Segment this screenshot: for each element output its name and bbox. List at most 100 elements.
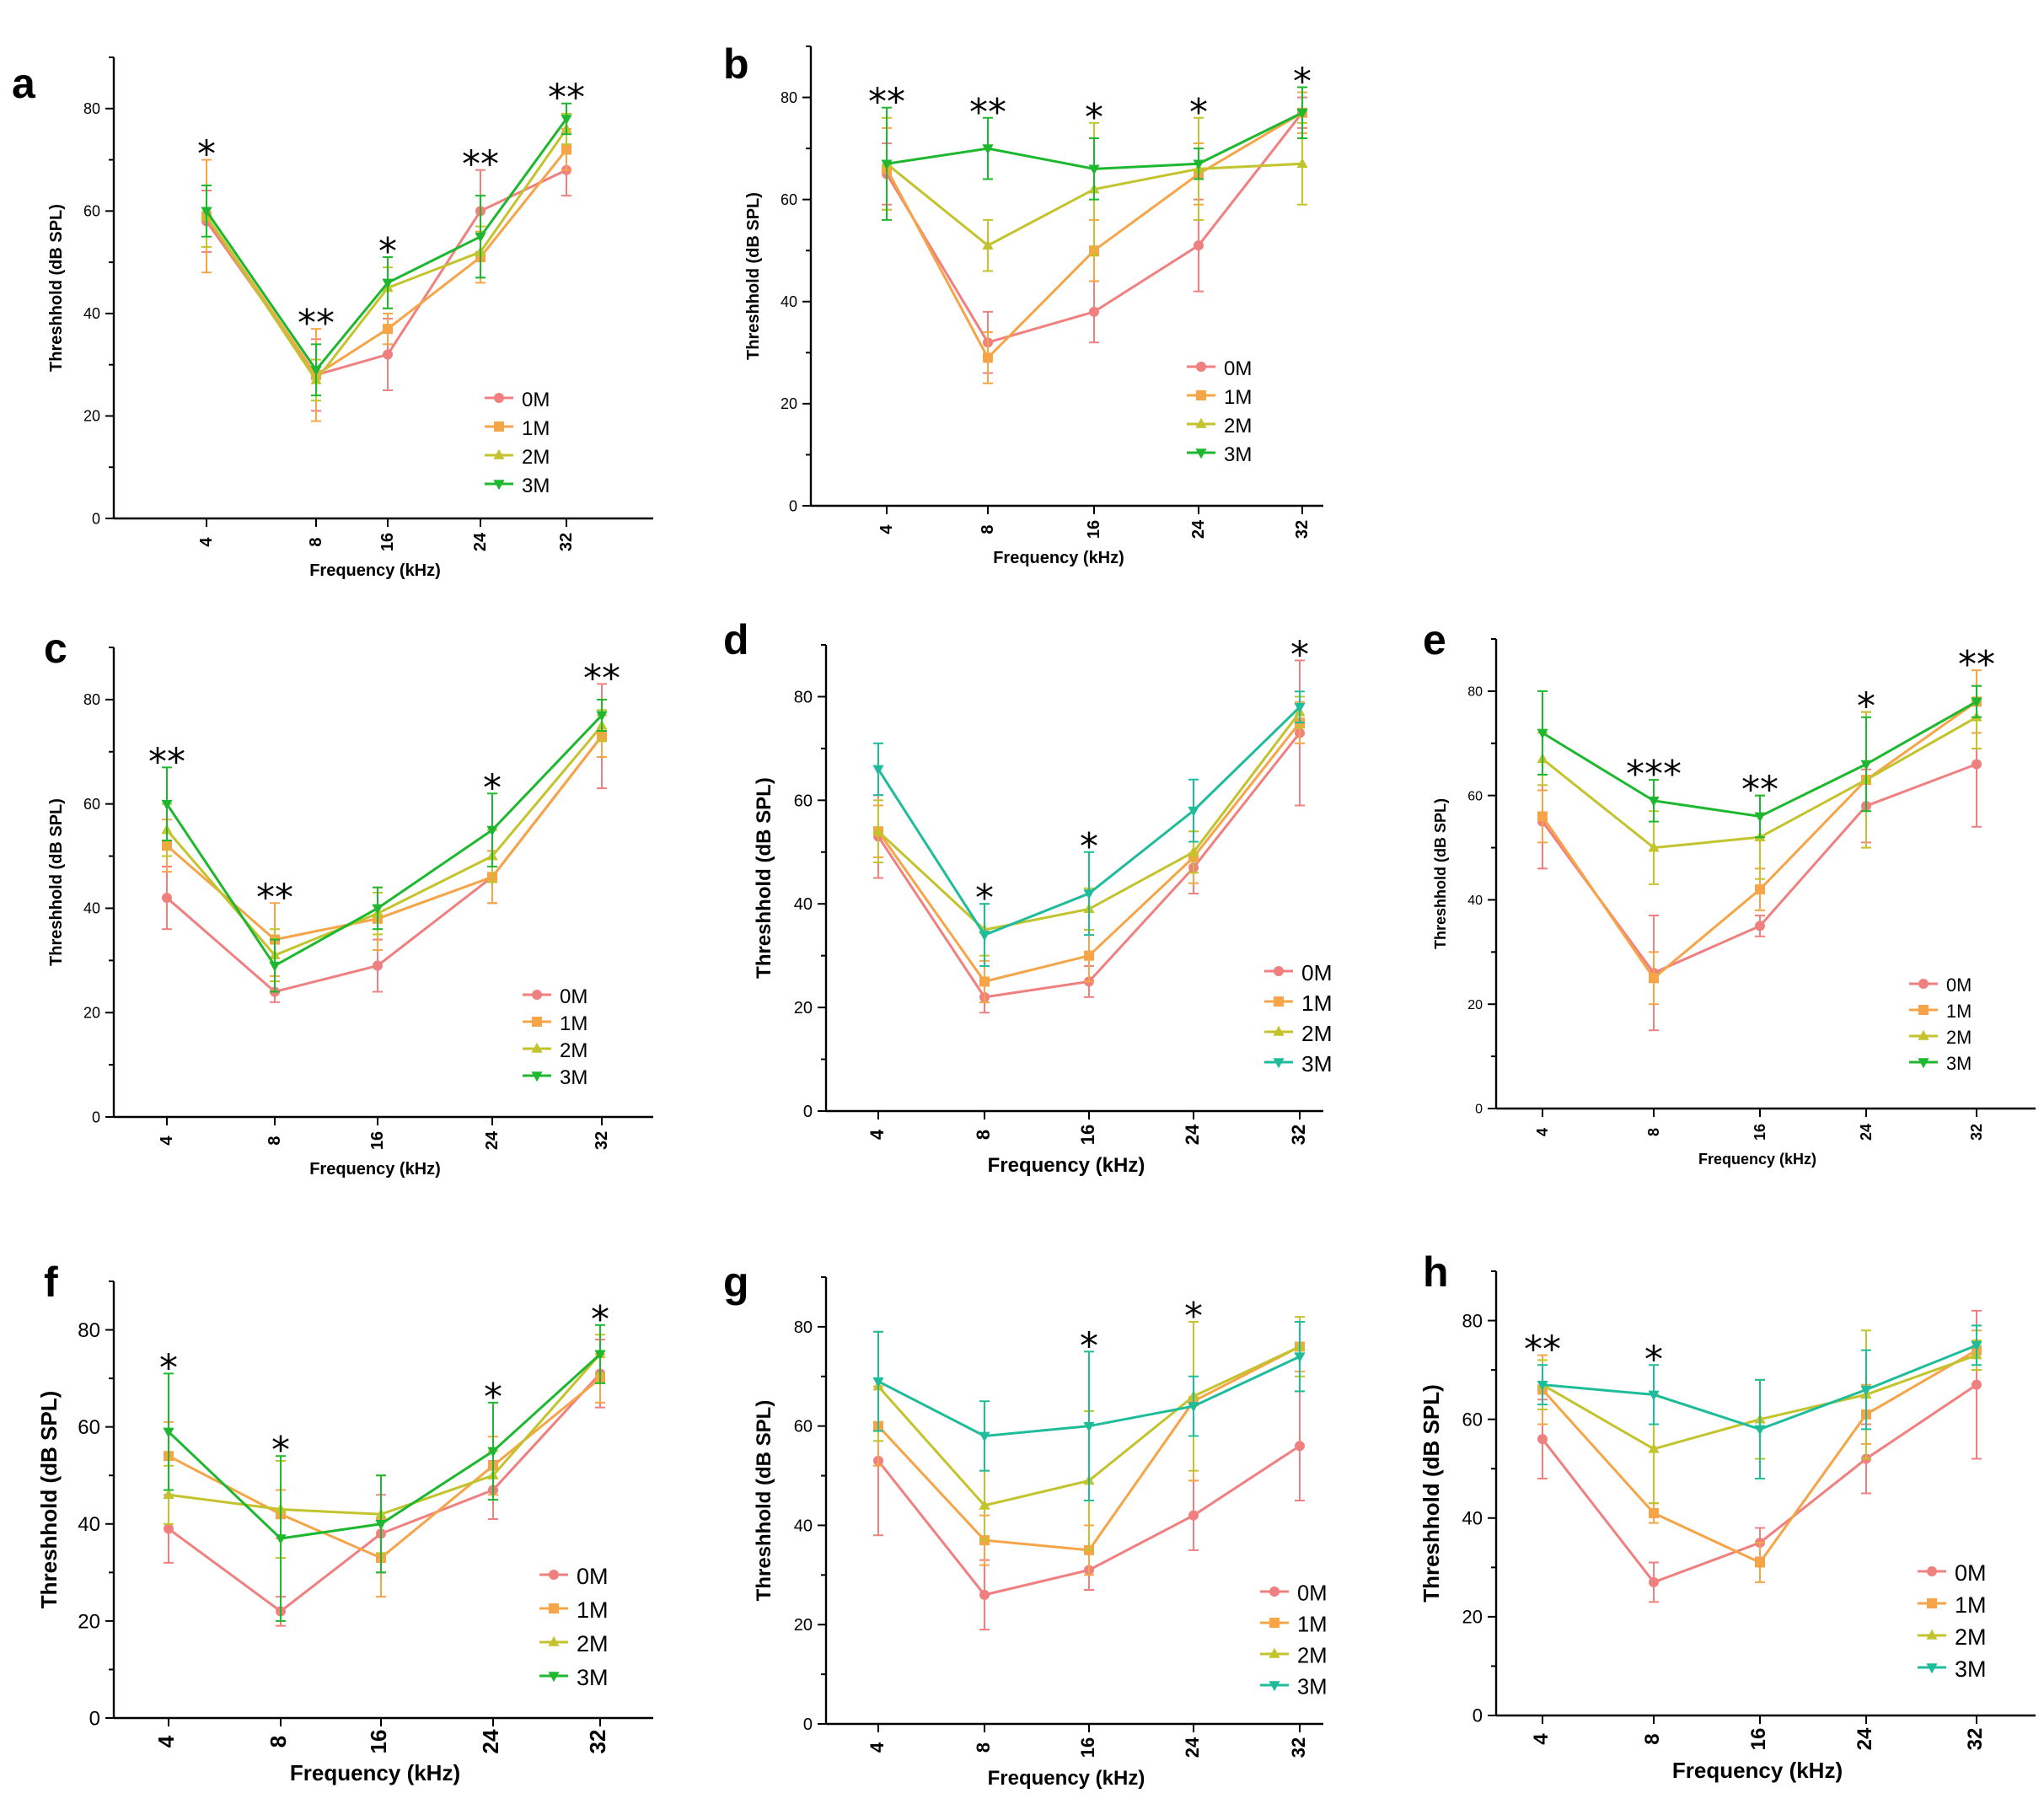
y-tick-label: 60 [781,191,797,208]
y-tick-label: 20 [781,395,797,412]
x-tick-label: 24 [471,532,490,551]
legend-label: 0M [1301,960,1333,985]
data-point [475,232,486,243]
legend-item-0M: 0M [539,1563,609,1589]
data-point [1294,1352,1306,1363]
data-point [201,207,212,217]
significance-mark: * [1293,60,1312,103]
x-tick-label: 32 [1964,1728,1987,1751]
data-point [1972,1379,1982,1390]
legend-item-2M: 2M [539,1630,609,1656]
data-point [1188,1510,1199,1521]
legend-item-1M: 1M [1909,1001,1972,1022]
x-tick-label: 8 [1641,1733,1664,1744]
x-tick-label: 16 [1085,520,1103,539]
data-point [1649,973,1659,984]
data-point [1083,889,1095,900]
data-point [1971,697,1982,708]
y-axis-title: Threshhold (dB SPL) [744,192,763,360]
x-axis-title: Frequency (kHz) [1672,1758,1843,1783]
legend-item-2M: 2M [1264,1021,1333,1046]
x-tick-label: 32 [593,1131,611,1150]
y-tick-label: 0 [789,497,797,514]
y-axis-title: Threshhold (dB SPL) [1432,798,1449,949]
data-point [1754,812,1766,823]
significance-mark: ** [1741,769,1778,812]
data-point [1649,1576,1659,1587]
y-tick-label: 60 [1467,789,1483,803]
data-point [596,711,608,722]
legend-item-3M: 3M [1918,1656,1987,1682]
data-point [1537,728,1548,739]
legend-item-2M: 2M [1187,415,1252,438]
x-tick-label: 32 [585,1730,610,1754]
y-tick-label: 40 [781,293,797,310]
significance-mark: * [271,1429,290,1472]
significance-mark: * [1184,1295,1203,1338]
significance-mark: * [1080,1324,1098,1367]
legend-label: 2M [1224,415,1252,438]
panel-letter: h [1423,1248,1449,1296]
legend-marker [1927,1598,1937,1608]
x-tick-label: 8 [307,537,325,546]
y-tick-label: 0 [1473,1705,1483,1726]
series-0M [164,1339,605,1627]
legend-item-1M: 1M [1187,386,1252,409]
y-axis-title: Threshhold (dB SPL) [753,777,775,979]
significance-mark: * [378,230,397,273]
y-tick-label: 40 [794,1517,813,1535]
data-point [1755,921,1765,932]
legend-label: 1M [1297,1613,1328,1637]
legend-item-0M: 0M [485,389,550,411]
legend-item-2M: 2M [523,1039,587,1062]
significance-mark: * [591,1298,609,1341]
legend-label: 2M [560,1039,587,1062]
legend-item-1M: 1M [1260,1613,1328,1637]
data-point [979,1431,990,1442]
x-tick-label: 32 [1293,520,1312,539]
significance-mark: * [975,877,994,920]
data-point [383,324,393,335]
x-axis-title: Frequency (kHz) [1698,1151,1816,1168]
data-point [982,239,994,250]
significance-mark: * [1189,91,1208,134]
series-line [167,1353,602,1540]
data-point [872,1377,884,1388]
data-point [561,115,572,126]
legend-marker [1269,1587,1280,1597]
y-tick-label: 80 [794,1318,813,1337]
data-point [164,1523,174,1534]
data-point [983,352,993,363]
legend-marker [548,1672,560,1683]
legend-marker [1269,1618,1280,1628]
legend-marker [1195,417,1207,428]
x-tick-label: 8 [1645,1128,1662,1136]
legend-item-0M: 0M [523,985,587,1008]
panel-letter: b [723,40,749,88]
x-tick-label: 4 [877,524,896,534]
x-tick-label: 24 [1189,519,1208,539]
legend-item-1M: 1M [539,1597,609,1623]
legend-item-3M: 3M [1187,443,1252,466]
legend-marker [532,1017,542,1027]
legend-label: 0M [577,1563,609,1589]
panel-letter: f [44,1259,58,1306]
x-tick-label: 8 [266,1136,284,1145]
x-tick-label: 4 [1530,1733,1553,1745]
data-point [1188,846,1199,856]
data-point [382,278,394,289]
legend-item-3M: 3M [523,1066,587,1089]
legend-label: 2M [1297,1645,1328,1668]
series-3M [872,1321,1306,1501]
x-tick-label: 16 [1077,1737,1098,1758]
y-tick-label: 80 [781,89,797,106]
x-tick-label: 32 [557,533,576,551]
data-point [269,961,281,972]
legend-marker [1273,1058,1285,1069]
significance-mark: ** [548,77,585,120]
x-tick-label: 24 [483,1130,502,1150]
